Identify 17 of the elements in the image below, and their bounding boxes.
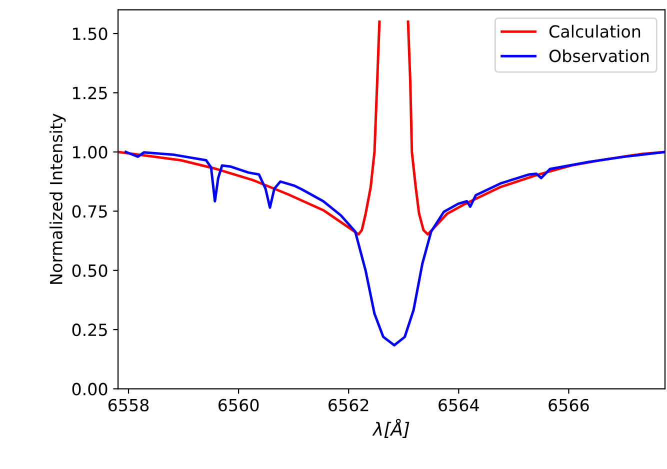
y-axis-title: Normalized Intensity: [50, 114, 66, 284]
x-tick-label: 6562: [328, 398, 368, 412]
y-tick-label: 0.25: [72, 324, 107, 336]
line-series: [124, 150, 665, 346]
x-axis-title: λ[Å]: [372, 418, 410, 438]
y-tick-label: 1.50: [73, 27, 108, 40]
legend-label: Observation: [549, 49, 649, 62]
y-tick-label: 0.75: [72, 205, 107, 218]
y-tick-label: 0.00: [72, 382, 108, 396]
legend-label: Calculation: [549, 24, 640, 38]
x-tick-label: 6560: [218, 398, 259, 412]
y-tick-label: 1.25: [73, 86, 107, 100]
x-tick-label: 6564: [438, 398, 479, 412]
x-tick-label: 6558: [108, 398, 149, 412]
x-tick-label: 6566: [548, 398, 589, 412]
y-tick-label: 1.00: [73, 146, 108, 159]
y-tick-label: 0.50: [72, 264, 108, 277]
